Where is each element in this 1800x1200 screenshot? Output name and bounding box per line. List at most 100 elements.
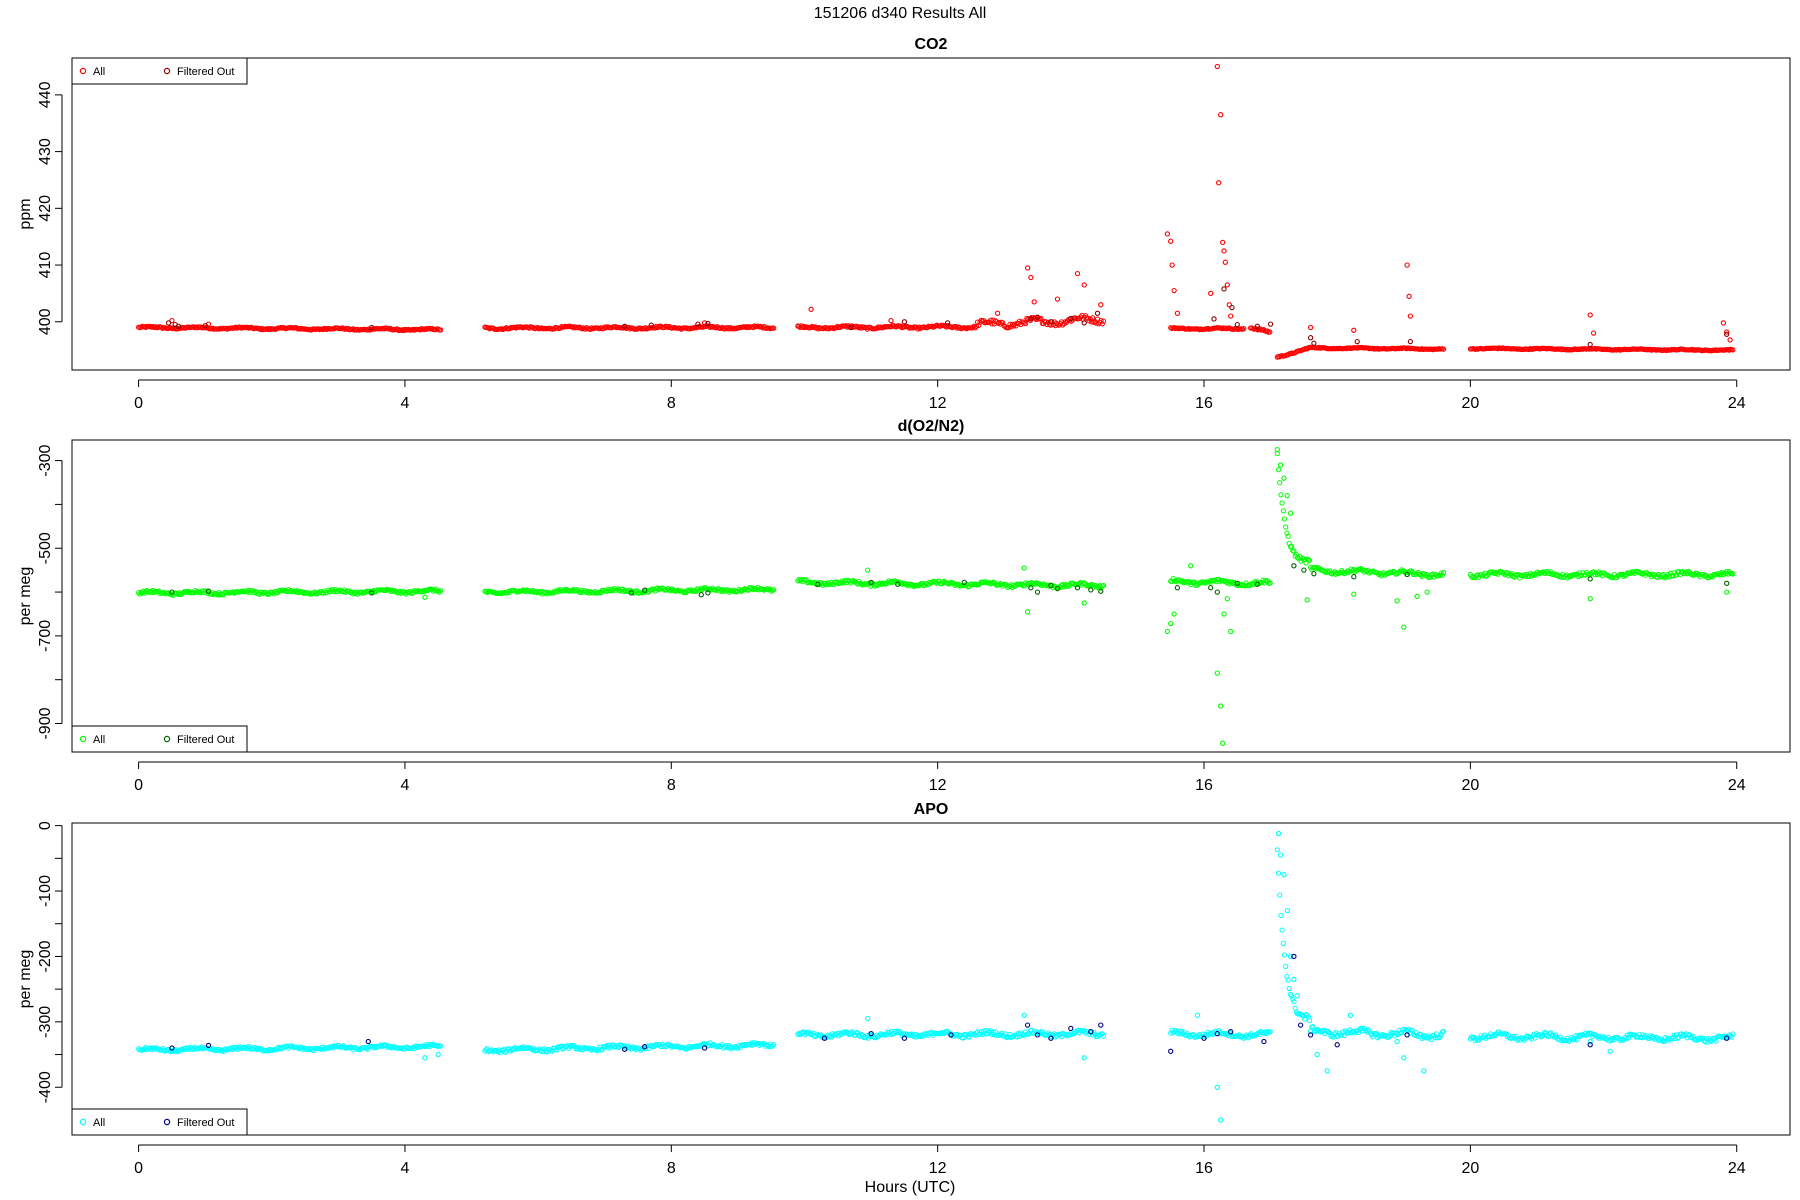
y-tick-label: -200 bbox=[37, 940, 54, 972]
data-point bbox=[1598, 570, 1604, 576]
data-point bbox=[278, 1044, 284, 1051]
data-point bbox=[1171, 611, 1177, 617]
data-point bbox=[506, 588, 512, 594]
chart-panel-3: APO 0 4 8 12 16 20 24 0 -100 -200 -300 -400 per meg Al… bbox=[17, 801, 1791, 1177]
data-point bbox=[868, 579, 874, 586]
data-point bbox=[1324, 1068, 1330, 1074]
data-point bbox=[597, 326, 603, 332]
legend-label: Filtered Out bbox=[177, 734, 234, 746]
data-point bbox=[1280, 508, 1286, 514]
data-point bbox=[760, 325, 766, 331]
data-point bbox=[1208, 290, 1214, 297]
data-point bbox=[1730, 571, 1736, 577]
data-point bbox=[1085, 315, 1091, 321]
data-point bbox=[1026, 1031, 1032, 1037]
data-point bbox=[1028, 274, 1034, 281]
data-point bbox=[1404, 262, 1410, 268]
data-point bbox=[1574, 1037, 1580, 1043]
data-point bbox=[1681, 1032, 1687, 1038]
data-point bbox=[1275, 467, 1282, 473]
data-point bbox=[1214, 1030, 1220, 1037]
panel-title: APO bbox=[914, 801, 949, 818]
data-point bbox=[895, 581, 901, 587]
data-point bbox=[1056, 322, 1062, 328]
data-point bbox=[1284, 530, 1290, 536]
data-point bbox=[502, 1049, 508, 1055]
data-point bbox=[169, 591, 175, 597]
data-point bbox=[1284, 493, 1290, 499]
data-point bbox=[1186, 1032, 1192, 1039]
data-point bbox=[987, 580, 993, 586]
data-point bbox=[1281, 952, 1288, 958]
data-point bbox=[1220, 577, 1227, 584]
data-point bbox=[1194, 1012, 1201, 1018]
data-point bbox=[1098, 588, 1104, 594]
data-point bbox=[530, 1047, 536, 1053]
legend: All Filtered Out bbox=[71, 725, 248, 753]
data-point bbox=[369, 590, 375, 596]
data-point bbox=[582, 326, 589, 332]
data-point bbox=[1214, 63, 1220, 70]
data-point bbox=[1100, 582, 1107, 589]
legend-label: All bbox=[93, 734, 105, 746]
data-point bbox=[705, 320, 711, 327]
data-point bbox=[1100, 318, 1107, 324]
data-point bbox=[1587, 1042, 1593, 1048]
data-point bbox=[1281, 475, 1287, 481]
data-point bbox=[254, 1046, 260, 1053]
data-point bbox=[1526, 573, 1532, 580]
data-point bbox=[1291, 976, 1297, 982]
legend: All Filtered Out bbox=[71, 1108, 248, 1136]
data-point bbox=[175, 323, 182, 329]
data-point bbox=[706, 323, 712, 329]
data-point bbox=[1021, 1012, 1027, 1018]
data-point bbox=[1224, 282, 1230, 288]
series-filtered-out bbox=[169, 563, 1730, 598]
data-point bbox=[387, 587, 393, 593]
legend-label: All bbox=[93, 1117, 105, 1129]
data-point bbox=[1054, 585, 1061, 592]
data-point bbox=[642, 587, 648, 593]
data-point bbox=[142, 1046, 148, 1052]
data-point bbox=[358, 589, 365, 595]
data-point bbox=[1539, 1033, 1545, 1039]
data-point bbox=[1587, 341, 1593, 348]
data-point bbox=[1424, 589, 1430, 595]
data-point bbox=[1068, 315, 1074, 322]
data-point bbox=[742, 1042, 748, 1048]
data-point bbox=[438, 1043, 444, 1049]
data-point bbox=[333, 1044, 339, 1050]
data-point bbox=[1421, 1068, 1427, 1074]
data-point bbox=[1264, 328, 1271, 334]
data-point bbox=[1034, 314, 1041, 320]
data-point bbox=[1031, 299, 1037, 305]
data-point bbox=[406, 590, 413, 596]
data-point bbox=[1028, 316, 1034, 322]
data-point bbox=[1287, 953, 1294, 960]
data-point bbox=[910, 582, 916, 588]
data-point bbox=[1295, 555, 1301, 561]
data-point bbox=[771, 325, 777, 331]
data-point bbox=[1060, 322, 1066, 328]
data-point bbox=[735, 1045, 741, 1051]
data-point bbox=[1222, 259, 1228, 265]
data-point bbox=[1287, 991, 1294, 998]
data-point bbox=[627, 1045, 633, 1051]
data-point bbox=[1290, 996, 1296, 1002]
data-point bbox=[944, 320, 951, 326]
data-point bbox=[1284, 907, 1290, 914]
x-tick-label: 8 bbox=[667, 777, 676, 794]
data-point bbox=[1279, 500, 1285, 506]
data-point bbox=[1168, 238, 1174, 244]
data-point bbox=[842, 1030, 848, 1036]
x-tick-label: 24 bbox=[1728, 1160, 1746, 1177]
data-point bbox=[1314, 1051, 1320, 1058]
y-tick-label: -100 bbox=[37, 875, 54, 907]
data-point bbox=[1048, 582, 1054, 589]
data-point bbox=[771, 1042, 777, 1048]
data-point bbox=[1088, 1029, 1094, 1035]
data-point bbox=[1367, 1030, 1374, 1036]
legend-label: Filtered Out bbox=[177, 1117, 234, 1129]
data-point bbox=[399, 588, 405, 594]
